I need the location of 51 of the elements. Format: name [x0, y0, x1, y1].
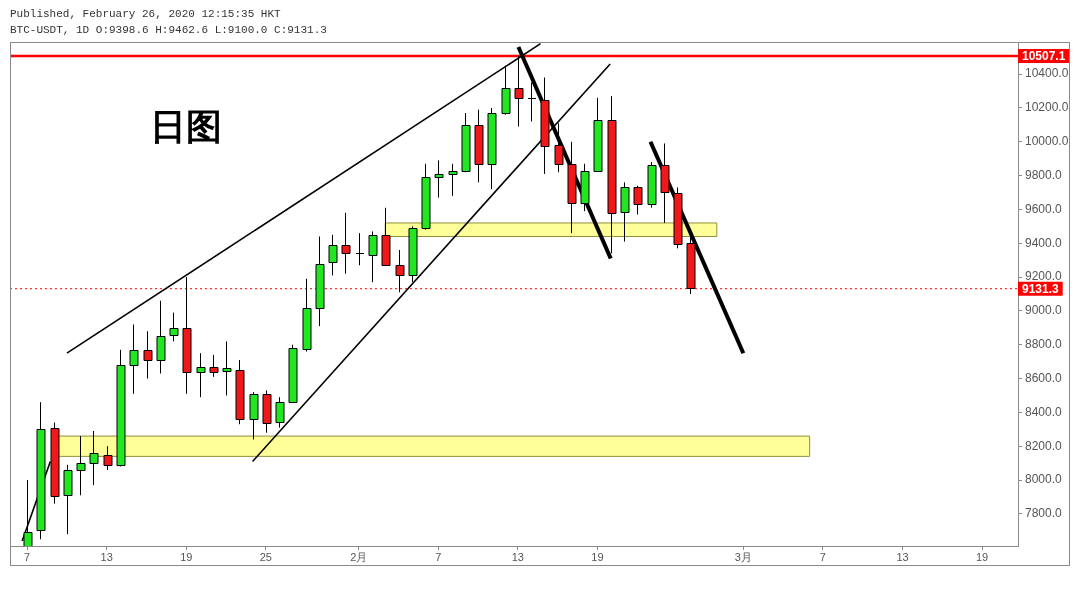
candlestick: [89, 430, 99, 486]
candlestick: [448, 163, 458, 197]
x-tick-label: 13: [511, 550, 524, 563]
y-tick-label: 9200.0: [1025, 269, 1063, 284]
y-tick-label: 8200.0: [1025, 438, 1063, 453]
x-tick-label: 13: [100, 550, 113, 563]
candlestick: [209, 354, 219, 378]
x-tick-label: 2月: [350, 550, 368, 563]
y-tick-label: 8000.0: [1025, 472, 1063, 487]
candlestick: [434, 159, 444, 199]
y-tick-label: 10200.0: [1025, 100, 1069, 115]
candlestick: [275, 396, 285, 429]
candlestick: [169, 312, 179, 342]
y-tick-label: 9000.0: [1025, 303, 1063, 318]
x-tick-label: 25: [259, 550, 272, 563]
candlestick: [76, 435, 86, 496]
y-tick-label: 7800.0: [1025, 506, 1063, 521]
x-tick-label: 13: [896, 550, 909, 563]
candlestick: [196, 352, 206, 398]
candlestick: [129, 323, 139, 395]
text: Published, February 26, 2020 12:15:35 HKT: [10, 7, 281, 21]
candlestick: [368, 230, 378, 283]
y-tick-label: 10000.0: [1025, 134, 1069, 149]
candlestick: [328, 234, 338, 276]
y-tick-label: 10400.0: [1025, 66, 1069, 81]
y-tick-label: 8400.0: [1025, 404, 1063, 419]
ref-line-label: 9131.3: [1022, 281, 1060, 296]
candlestick: [222, 340, 232, 396]
y-tick-label: 8800.0: [1025, 337, 1063, 352]
y-tick-label: 9800.0: [1025, 167, 1063, 182]
candlestick: [514, 55, 524, 128]
ref-line-label: 10507.1: [1022, 48, 1066, 63]
x-tick-label: 19: [591, 550, 604, 563]
candlestick: [554, 122, 564, 173]
chart-subtitle: BTC-USDT, 1D O:9398.6 H:9462.6 L:9100.0 C:9131.3: [10, 23, 327, 37]
x-tick-label: 7: [819, 550, 826, 563]
y-tick-label: 9400.0: [1025, 235, 1063, 250]
candlestick: [395, 249, 405, 293]
candlestick: [156, 300, 166, 374]
x-tick-label: 19: [975, 550, 989, 563]
x-tick-label: 7: [435, 550, 442, 563]
y-tick-label: 8600.0: [1025, 370, 1063, 385]
text: 日图: [150, 106, 222, 148]
candlestick: [103, 445, 113, 471]
candlestick: [143, 330, 153, 380]
candlestick: [341, 212, 351, 275]
x-tick-label: 7: [24, 550, 31, 563]
candlestick: [633, 185, 643, 216]
x-tick-label: 19: [180, 550, 193, 563]
x-tick-label: 3月: [734, 550, 752, 563]
y-tick-label: 9600.0: [1025, 201, 1063, 216]
